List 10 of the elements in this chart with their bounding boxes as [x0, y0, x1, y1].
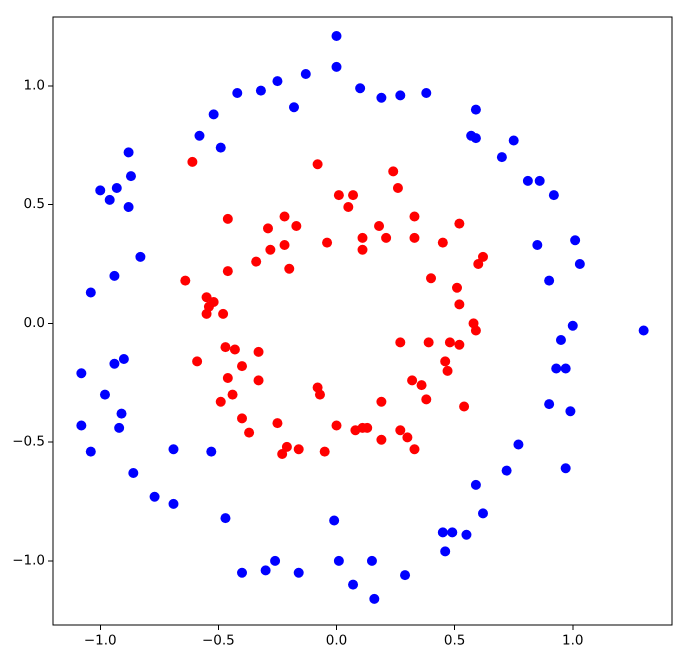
y-tick-label: 0.5: [24, 196, 45, 212]
y-tick-label: 0.0: [24, 314, 45, 331]
x-tick-label: 1.0: [562, 632, 584, 649]
y-tick-label: 1.0: [24, 77, 45, 94]
x-tick-label: −0.5: [202, 632, 235, 649]
y-tick-label: −0.5: [12, 434, 45, 450]
y-tick-label: −1.0: [12, 552, 45, 568]
x-tick-label: 0.5: [444, 632, 466, 649]
x-tick-label: 0.0: [326, 632, 348, 649]
x-tick-label: −1.0: [84, 632, 117, 649]
